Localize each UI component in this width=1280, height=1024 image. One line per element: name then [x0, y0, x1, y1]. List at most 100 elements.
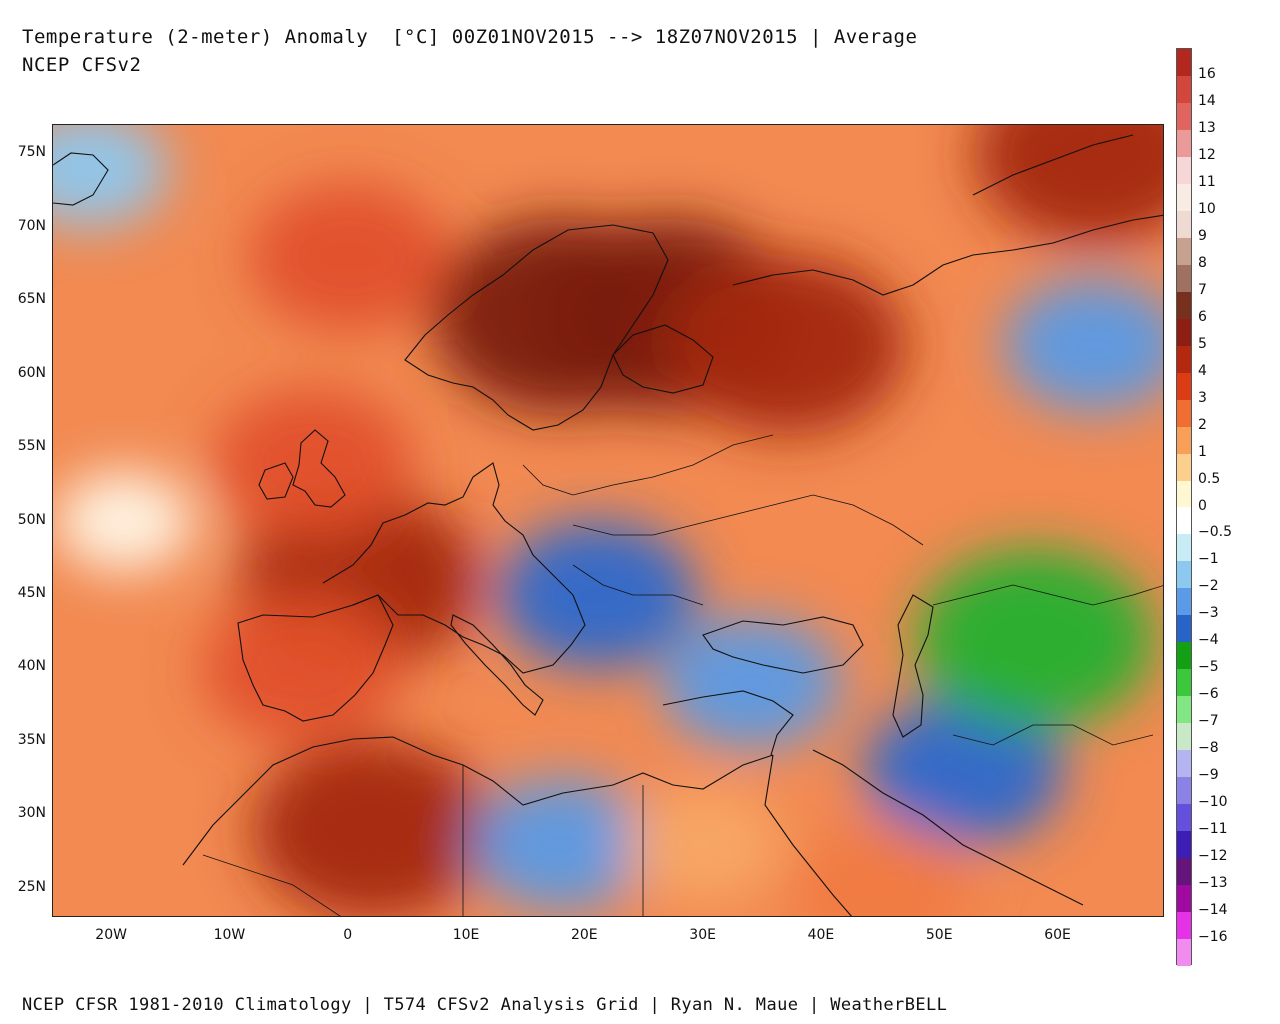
anomaly-region — [248, 183, 449, 332]
colorbar-swatch — [1177, 237, 1191, 265]
colorbar-tick-label: 13 — [1198, 119, 1216, 136]
colorbar — [1176, 48, 1192, 966]
italy-coast — [450, 614, 544, 716]
coastlines — [53, 134, 1163, 916]
border-line-north — [522, 434, 774, 496]
colorbar-swatch — [1177, 561, 1191, 589]
colorbar-tick-label: −11 — [1198, 821, 1228, 838]
colorbar-tick-label: 16 — [1198, 65, 1216, 82]
lon-tick-label: 10E — [452, 927, 480, 943]
lon-tick-label: 50E — [925, 927, 953, 943]
colorbar-tick-label: −13 — [1198, 875, 1228, 892]
colorbar-tick-label: 11 — [1198, 173, 1216, 190]
anomaly-region — [791, 822, 972, 916]
colorbar-tick-label: −1 — [1198, 551, 1219, 568]
border-line-west-sahara — [202, 854, 341, 916]
border-line-balkans — [572, 564, 704, 606]
colorbar-tick-label: 2 — [1198, 416, 1207, 433]
great-britain-coast — [292, 429, 346, 508]
colorbar-tick-label: −2 — [1198, 578, 1219, 595]
colorbar-swatch — [1177, 885, 1191, 912]
north-africa-coast — [182, 736, 774, 866]
anomaly-region — [666, 255, 907, 436]
colorbar-swatch — [1177, 804, 1191, 832]
colorbar-swatch — [1177, 480, 1191, 508]
lon-tick-label: 40E — [807, 927, 835, 943]
finland-coast — [612, 324, 714, 394]
anomaly-region — [660, 617, 841, 750]
colorbar-tick-label: −7 — [1198, 713, 1219, 730]
colorbar-swatch — [1177, 49, 1191, 76]
colorbar-swatch — [1177, 210, 1191, 238]
border-line-iran — [952, 724, 1154, 746]
anomaly-region — [201, 594, 402, 743]
colorbar-tick-label: 7 — [1198, 281, 1207, 298]
colorbar-tick-label: 5 — [1198, 335, 1207, 352]
lon-tick-label: 0 — [343, 927, 353, 943]
colorbar-tick-label: 4 — [1198, 362, 1207, 379]
colorbar-swatch — [1177, 588, 1191, 616]
arctic-russia-coast — [732, 214, 1163, 296]
colorbar-swatch — [1177, 777, 1191, 805]
colorbar-tick-label: 12 — [1198, 146, 1216, 163]
colorbar-swatch — [1177, 129, 1191, 157]
colorbar-swatch — [1177, 399, 1191, 427]
colorbar-swatch — [1177, 858, 1191, 886]
colorbar-tick-label: 0 — [1198, 497, 1207, 514]
black-sea-coast — [702, 616, 864, 674]
anomaly-region — [252, 739, 493, 916]
colorbar-tick-label: 0.5 — [1198, 470, 1221, 487]
colorbar-tick-label: −8 — [1198, 740, 1219, 757]
colorbar-swatch — [1177, 372, 1191, 400]
anomaly-region — [53, 471, 194, 572]
colorbar-swatch — [1177, 102, 1191, 130]
colorbar-tick-label: −0.5 — [1198, 524, 1232, 541]
credit-footer: NCEP CFSR 1981-2010 Climatology | T574 C… — [22, 995, 948, 1015]
colorbar-tick-label: 8 — [1198, 254, 1207, 271]
anomaly-region — [213, 388, 414, 537]
lon-tick-label: 20E — [570, 927, 598, 943]
model-label: NCEP CFSv2 — [22, 54, 142, 76]
lon-tick-label: 20W — [95, 927, 127, 943]
colorbar-tick-label: 3 — [1198, 389, 1207, 406]
anomaly-region — [471, 778, 652, 911]
colorbar-tick-label: −14 — [1198, 902, 1228, 919]
lat-tick-label: 35N — [17, 731, 46, 748]
anomaly-region — [974, 125, 1163, 245]
colorbar-tick-label: −10 — [1198, 794, 1228, 811]
colorbar-tick-label: −12 — [1198, 848, 1228, 865]
colorbar-swatch — [1177, 615, 1191, 643]
lat-tick-label: 25N — [17, 878, 46, 895]
colorbar-tick-label: 6 — [1198, 308, 1207, 325]
anomaly-region — [623, 786, 784, 903]
lat-tick-label: 50N — [17, 511, 46, 528]
colorbar-swatch — [1177, 156, 1191, 184]
colorbar-tick-label: 1 — [1198, 443, 1207, 460]
colorbar-swatch — [1177, 318, 1191, 346]
colorbar-swatch — [1177, 831, 1191, 859]
greenland-coast — [53, 152, 109, 206]
scandinavia-coast — [404, 224, 669, 431]
colorbar-swatch — [1177, 345, 1191, 373]
anomaly-region — [53, 125, 169, 228]
colorbar-swatch — [1177, 75, 1191, 103]
border-line-central — [572, 494, 924, 546]
red-sea-coast — [764, 754, 852, 916]
lat-tick-label: 40N — [17, 658, 46, 675]
persian-gulf-coast — [812, 749, 1084, 906]
colorbar-tick-label: −5 — [1198, 659, 1219, 676]
colorbar-swatch — [1177, 723, 1191, 751]
novaya-zemlya-coast — [972, 134, 1134, 196]
lat-tick-label: 75N — [17, 144, 46, 161]
anomaly-region — [1004, 279, 1163, 412]
colorbar-swatch — [1177, 426, 1191, 454]
colorbar-tick-label: −16 — [1198, 929, 1228, 946]
colorbar-swatch — [1177, 453, 1191, 481]
colorbar-swatch — [1177, 264, 1191, 292]
lat-tick-label: 70N — [17, 217, 46, 234]
ireland-coast — [258, 462, 294, 500]
map-canvas — [53, 125, 1163, 916]
colorbar-swatch — [1177, 291, 1191, 319]
turkey-coast — [662, 690, 794, 756]
colorbar-swatch — [1177, 642, 1191, 670]
